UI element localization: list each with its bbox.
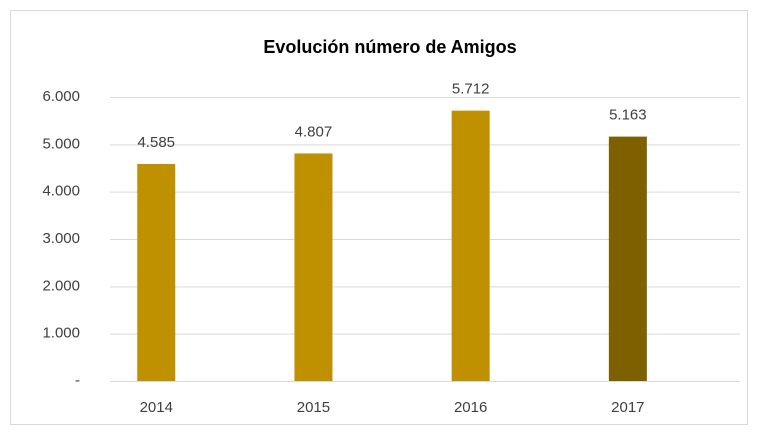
- x-tick-label: 2015: [297, 399, 330, 416]
- bar: [137, 163, 176, 381]
- x-tick-label: 2017: [611, 399, 644, 416]
- bar: [608, 136, 647, 381]
- bar: [294, 153, 333, 381]
- data-label: 5.163: [609, 107, 647, 124]
- data-label: 4.807: [295, 123, 333, 140]
- chart-title: Evolución número de Amigos: [263, 37, 516, 57]
- data-label: 5.712: [452, 81, 490, 98]
- y-tick-label: 6.000: [42, 88, 80, 105]
- y-tick-label: 5.000: [42, 135, 80, 152]
- y-tick-label: 1.000: [42, 325, 80, 342]
- y-tick-label: -: [75, 372, 80, 389]
- data-label: 4.585: [137, 134, 175, 151]
- y-tick-label: 3.000: [42, 230, 80, 247]
- x-tick-label: 2016: [454, 399, 487, 416]
- x-tick-label: 2014: [140, 399, 173, 416]
- y-tick-label: 4.000: [42, 183, 80, 200]
- bar: [451, 110, 490, 381]
- y-tick-label: 2.000: [42, 277, 80, 294]
